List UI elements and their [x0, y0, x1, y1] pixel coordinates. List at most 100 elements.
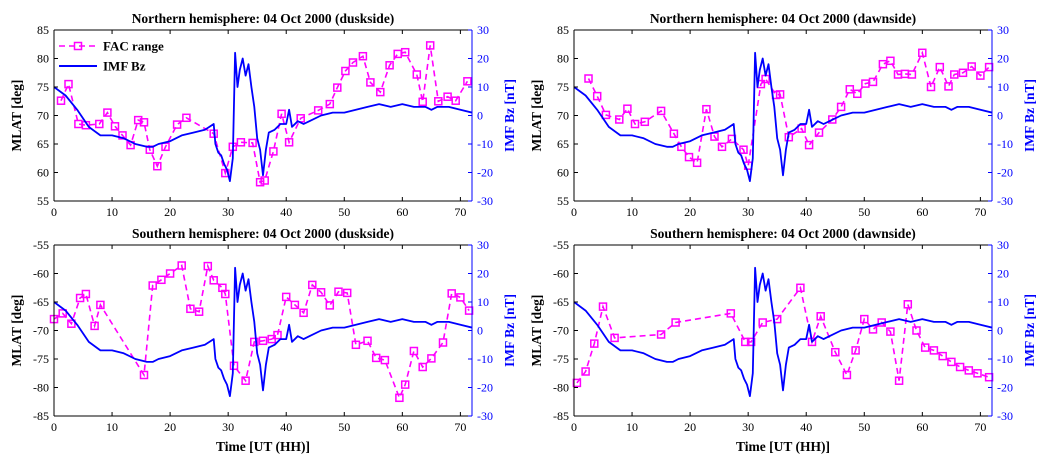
x-tick-label: 50	[338, 420, 350, 434]
y-left-tick-label: -80	[553, 381, 569, 395]
fac-range-point	[741, 337, 750, 347]
fac-range-point	[464, 306, 474, 315]
y-right-label: IMF Bz [nT]	[1022, 294, 1037, 367]
fac-range-point	[236, 138, 246, 147]
fac-range-point	[427, 354, 436, 363]
fac-range-point	[341, 66, 350, 76]
fac-range-line	[60, 45, 469, 184]
fac-range-point	[592, 91, 602, 101]
fac-range-point	[816, 312, 825, 321]
y-left-tick-label: -65	[33, 295, 49, 309]
y-right-tick-label: 20	[477, 267, 489, 281]
fac-range-point	[584, 74, 593, 83]
x-tick-label: 10	[626, 420, 638, 434]
x-tick-label: 70	[454, 420, 466, 434]
y-right-tick-label: 30	[477, 238, 489, 252]
fac-range-point	[418, 362, 427, 372]
y-right-tick-label: -30	[477, 409, 493, 423]
chart-title: Southern hemisphere: 04 Oct 2000 (dawnsi…	[650, 226, 916, 241]
fac-range-point	[845, 85, 855, 94]
y-left-tick-label: -70	[33, 324, 49, 338]
fac-range-point	[248, 138, 257, 148]
fac-range-point	[950, 70, 959, 79]
fac-range-point	[95, 119, 104, 129]
fac-range-point	[907, 70, 917, 79]
x-tick-label: 60	[916, 205, 928, 219]
y-left-tick-label: 65	[557, 137, 569, 151]
fac-range-point	[615, 115, 624, 124]
fac-range-point	[334, 287, 343, 296]
fac-range-point	[165, 269, 175, 278]
fac-range-point	[366, 78, 375, 87]
fac-range-point	[203, 261, 213, 271]
fac-range-point	[702, 104, 711, 114]
fac-range-point	[804, 140, 814, 150]
y-left-tick-label: 70	[557, 109, 569, 123]
x-tick-label: 0	[51, 205, 57, 219]
x-tick-label: 50	[858, 205, 870, 219]
fac-range-point	[90, 321, 99, 331]
x-tick-label: 60	[396, 420, 408, 434]
fac-range-point	[110, 122, 120, 131]
x-tick-label: 0	[571, 420, 577, 434]
fac-range-point	[967, 62, 976, 71]
fac-range-point	[313, 106, 323, 115]
fac-range-point	[984, 372, 994, 382]
x-tick-label: 40	[800, 420, 812, 434]
legend-imf-label: IMF Bz	[103, 59, 146, 74]
y-left-tick-label: 85	[37, 23, 49, 37]
y-left-tick-label: -70	[553, 324, 569, 338]
fac-range-point	[842, 370, 852, 380]
fac-range-point	[376, 87, 385, 97]
y-right-tick-label: 30	[477, 23, 489, 37]
y-left-tick-label: 70	[37, 109, 49, 123]
fac-range-point	[958, 68, 968, 78]
x-tick-label: 20	[684, 205, 696, 219]
y-right-tick-label: -10	[477, 137, 493, 151]
x-tick-label: 30	[222, 420, 234, 434]
fac-range-point	[308, 280, 317, 290]
y-right-label: IMF Bz [nT]	[502, 294, 517, 367]
fac-range-point	[601, 110, 611, 120]
fac-range-point	[656, 330, 666, 339]
fac-range-point	[358, 51, 368, 61]
fac-range-point	[333, 83, 342, 92]
y-left-tick-label: 60	[557, 166, 569, 180]
y-right-tick-label: 0	[477, 109, 483, 123]
fac-range-point	[380, 355, 390, 365]
legend: FAC range IMF Bz	[59, 39, 164, 74]
y-left-tick-label: 65	[37, 137, 49, 151]
y-left-tick-label: 80	[37, 52, 49, 66]
y-left-tick-label: -65	[553, 295, 569, 309]
fac-range-point	[973, 369, 982, 378]
fac-range-point	[284, 138, 294, 147]
fac-range-point	[630, 119, 640, 129]
fac-range-point	[929, 346, 939, 355]
fac-range-point	[64, 79, 73, 89]
fac-range-point	[739, 145, 748, 154]
fac-range-point	[241, 376, 250, 385]
y-right-tick-label: 0	[477, 324, 483, 338]
imf-bz-line	[574, 266, 992, 398]
y-left-tick-label: -60	[553, 267, 569, 281]
y-right-tick-label: -10	[477, 352, 493, 366]
x-tick-label: 30	[742, 205, 754, 219]
fac-range-point	[221, 289, 230, 299]
fac-range-point	[153, 161, 162, 171]
x-tick-label: 40	[800, 205, 812, 219]
fac-range-point	[860, 314, 869, 324]
fac-range-point	[938, 351, 947, 361]
fac-range-point	[886, 327, 895, 336]
x-axis-label: Time [UT (HH)]	[736, 439, 830, 454]
x-tick-label: 0	[571, 205, 577, 219]
y-right-tick-label: -10	[997, 137, 1013, 151]
fac-range-point	[400, 380, 410, 389]
x-tick-label: 0	[51, 420, 57, 434]
fac-range-point	[692, 158, 702, 168]
fac-range-point	[918, 48, 927, 58]
y-left-tick-label: -75	[553, 352, 569, 366]
fac-range-point	[371, 353, 381, 363]
fac-range-point	[269, 147, 278, 156]
y-left-tick-label: -60	[33, 267, 49, 281]
fac-range-point	[903, 300, 913, 309]
